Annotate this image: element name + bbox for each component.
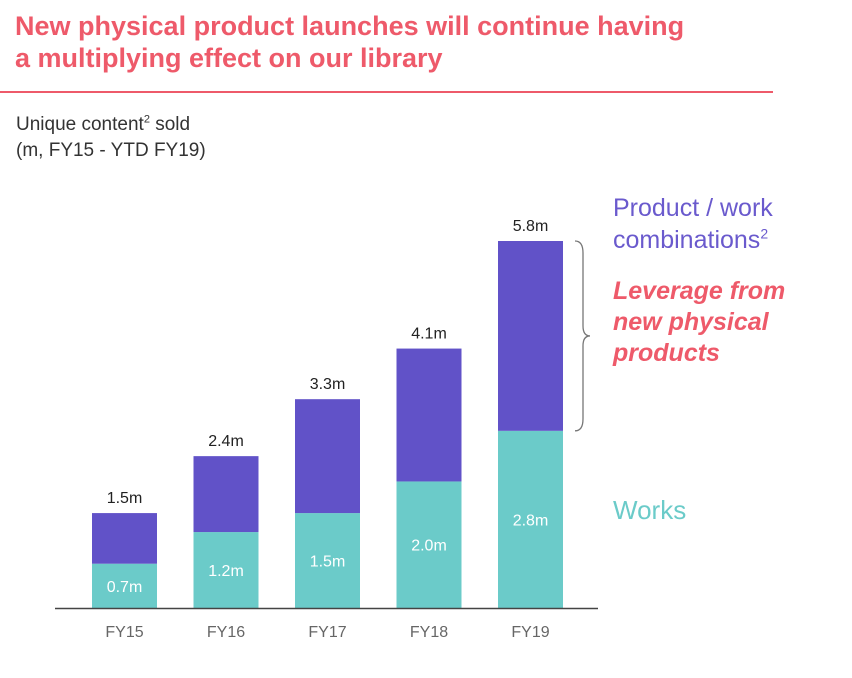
x-tick-label: FY17	[308, 624, 346, 641]
works-value-label: 2.0m	[411, 538, 447, 555]
total-value-label: 5.8m	[513, 218, 549, 235]
bar-combinations-fy17	[295, 399, 360, 514]
bar-works-fy19	[498, 430, 563, 608]
title-line-2: a multiplying effect on our library	[15, 43, 443, 73]
brace-icon	[574, 240, 591, 432]
x-tick-label: FY15	[105, 624, 143, 641]
subtitle-footnote-mark: 2	[143, 113, 150, 126]
leverage-line-2: new physical	[613, 308, 769, 336]
title-divider	[0, 91, 773, 93]
subtitle-period: (m, FY15 - YTD FY19)	[16, 140, 206, 161]
bar-works-fy15	[92, 563, 157, 608]
legend-combinations: Product / work combinations2	[613, 192, 773, 256]
bar-combinations-fy19	[498, 241, 563, 431]
x-tick-label: FY19	[511, 624, 549, 641]
x-tick-label: FY16	[207, 624, 245, 641]
legend-combinations-label-2: combinations	[613, 226, 761, 254]
works-value-label: 1.5m	[310, 554, 346, 571]
legend-combinations-label: Product / work	[613, 194, 773, 222]
bar-combinations-fy16	[193, 456, 259, 533]
x-tick-label: FY18	[410, 624, 448, 641]
works-value-label: 1.2m	[208, 563, 244, 580]
title-line-1: New physical product launches will conti…	[15, 11, 685, 41]
slide-title: New physical product launches will conti…	[15, 10, 815, 74]
leverage-line-3: products	[613, 339, 720, 367]
total-value-label: 2.4m	[208, 433, 244, 450]
total-value-label: 4.1m	[411, 326, 447, 343]
works-value-label: 0.7m	[107, 579, 143, 596]
leverage-line-1: Leverage from	[613, 277, 786, 305]
bar-works-fy18	[396, 481, 462, 608]
subtitle-text: Unique content	[16, 114, 144, 135]
bar-combinations-fy15	[92, 513, 157, 564]
legend-footnote-mark: 2	[760, 225, 769, 242]
subtitle-text-end: sold	[149, 114, 191, 135]
bar-combinations-fy18	[396, 348, 462, 482]
total-value-label: 1.5m	[107, 490, 143, 507]
chart-subtitle: Unique content2 sold (m, FY15 - YTD FY19…	[16, 112, 206, 164]
total-value-label: 3.3m	[310, 376, 346, 393]
legend-works-label: Works	[613, 495, 687, 525]
legend-works: Works	[613, 494, 686, 526]
bar-works-fy16	[193, 532, 259, 608]
leverage-callout: Leverage from new physical products	[613, 276, 843, 369]
bar-works-fy17	[295, 513, 360, 608]
works-value-label: 2.8m	[513, 512, 549, 529]
